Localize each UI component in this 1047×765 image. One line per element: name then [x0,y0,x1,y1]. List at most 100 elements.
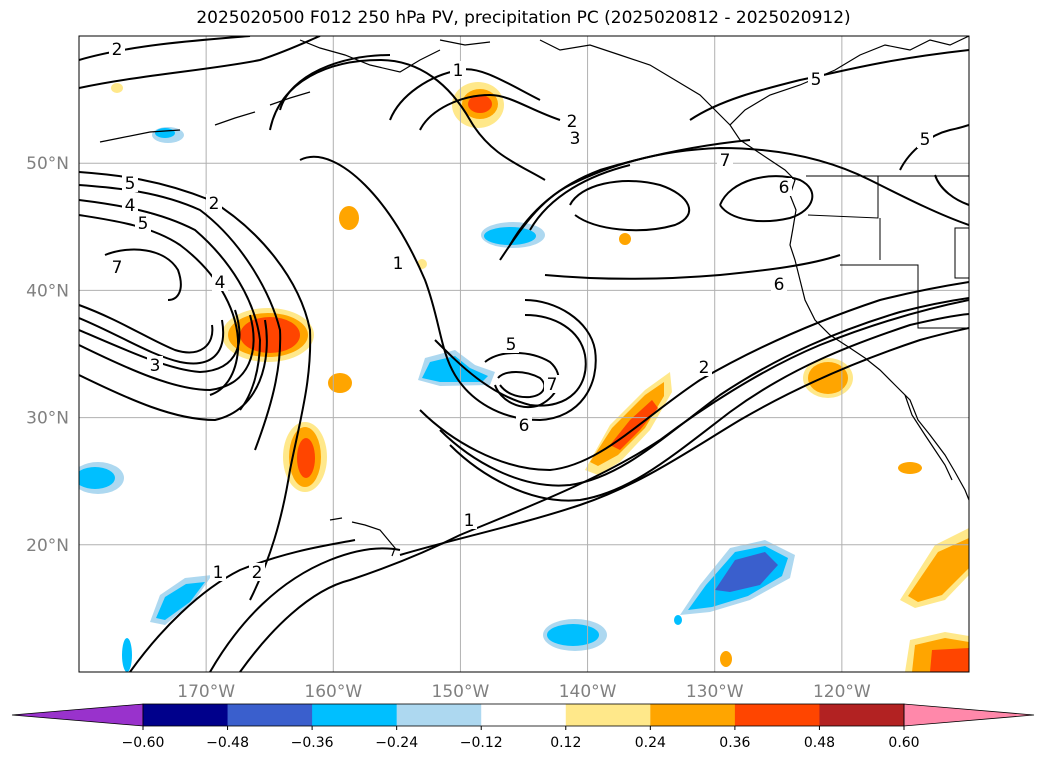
colorbar-segment [312,704,398,726]
colorbar-tick-label: −0.24 [375,735,418,751]
contour-label: 2 [567,112,578,132]
contour-label-bg [109,258,125,276]
contour-label: 1 [464,511,475,531]
colorbar-tick-label: 0.36 [719,735,750,751]
precip-anomaly-positive [297,438,315,478]
contour-label: 2 [252,563,263,583]
contour-label: 1 [393,254,404,274]
contour-label-bg [206,194,222,212]
pv-contours [79,36,969,672]
colorbar-segment [227,704,313,726]
contour-label-bg [147,356,163,374]
colorbar-tick-label: −0.12 [460,735,503,751]
colorbar-extend-high [903,703,1035,727]
contour-label-bg [122,196,138,214]
colorbar-tick-label: 0.24 [635,735,666,751]
colorbar-segment [396,704,482,726]
lat-tick-label: 40°N [26,281,69,301]
contour-label: 3 [570,129,581,149]
colorbar [11,703,1035,727]
precip-anomaly-positive [720,651,732,667]
contour-label-bg [717,151,733,169]
precip-anomaly-positive [898,462,922,474]
contour-label-bg [450,61,466,79]
contour-label: 2 [699,358,710,378]
contour-label: 3 [150,356,161,376]
contour-label-bg [544,375,560,393]
contour-label: 5 [125,174,136,194]
coastlines [99,36,969,557]
map-frame [78,35,970,673]
precip-anomaly-negative [484,227,536,245]
colorbar-outline [142,703,905,727]
precip-anomaly-positive [339,206,359,230]
lon-tick-label: 150°W [432,682,490,702]
longitude-labels: 170°W 160°W 150°W 140°W 130°W 120°W [177,682,871,702]
contour-label: 5 [920,130,931,150]
lon-tick-label: 120°W [813,682,871,702]
contour-label-bg [771,275,787,293]
lon-tick-label: 130°W [686,682,744,702]
contour-label-bg [135,214,151,232]
contour-label: 1 [213,563,224,583]
contour-label: 6 [779,178,790,198]
contour-label-bg [503,335,519,353]
contour-label: 4 [215,273,226,293]
colorbar-tick-labels: −0.60 −0.48 −0.36 −0.24 −0.12 0.12 0.24 0.36 0.4… [122,726,920,751]
contour-label-bg [461,511,477,529]
contour-label: 5 [811,70,822,90]
lat-tick-label: 20°N [26,536,69,556]
colorbar-segment [819,704,905,726]
precip-anomaly-negative [547,624,599,646]
latitude-labels: 50°N 40°N 30°N 20°N [26,154,69,556]
contour-label-bg [212,273,228,291]
contour-label: 6 [519,416,530,436]
precip-anomaly-positive [468,95,492,113]
colorbar-segment [481,704,567,726]
contour-label: 7 [112,258,123,278]
contour-label-bg [516,416,532,434]
lat-tick-label: 30°N [26,409,69,429]
lat-tick-label: 50°N [26,154,69,174]
colorbar-tick-label: 0.48 [804,735,835,751]
lon-tick-label: 160°W [304,682,362,702]
colorbar-segment [650,704,736,726]
precip-anomaly-positive [908,538,969,602]
precip-anomaly-negative [79,467,115,489]
colorbar-tick-label: 0.12 [550,735,581,751]
lon-tick-label: 140°W [559,682,617,702]
precip-anomaly-negative [122,638,132,672]
colorbar-extend-low [11,703,144,727]
contour-label: 5 [506,335,517,355]
contour-label: 6 [774,275,785,295]
contour-label-bg [109,40,125,58]
precip-anomaly-negative [674,615,682,625]
colorbar-segment [143,704,229,726]
colorbar-tick-label: −0.60 [122,735,165,751]
contour-label-bg [776,178,792,196]
contour-label-bg [696,358,712,376]
precip-anomaly-positive [328,373,352,393]
precip-anomaly-negative [156,582,205,620]
map-title: 2025020500 F012 250 hPa PV, precipitatio… [196,8,851,28]
contour-label-bg [917,130,933,148]
contour-label-bg [249,563,265,581]
contour-label: 2 [112,40,123,60]
contour-label-bg [390,254,406,272]
colorbar-tick-label: 0.60 [888,735,919,751]
lon-tick-label: 170°W [177,682,235,702]
precip-anomaly-positive [930,648,969,672]
country-borders [806,175,969,329]
colorbar-tick-label: −0.48 [206,735,249,751]
contour-label-bg [564,112,580,130]
precip-anomaly-positive [240,317,300,353]
precip-anomaly-negative [155,128,175,138]
contour-label: 2 [209,194,220,214]
contour-label: 7 [720,151,731,171]
contour-label: 4 [125,196,136,216]
contour-label-bg [210,563,226,581]
contour-label-bg [567,129,583,147]
